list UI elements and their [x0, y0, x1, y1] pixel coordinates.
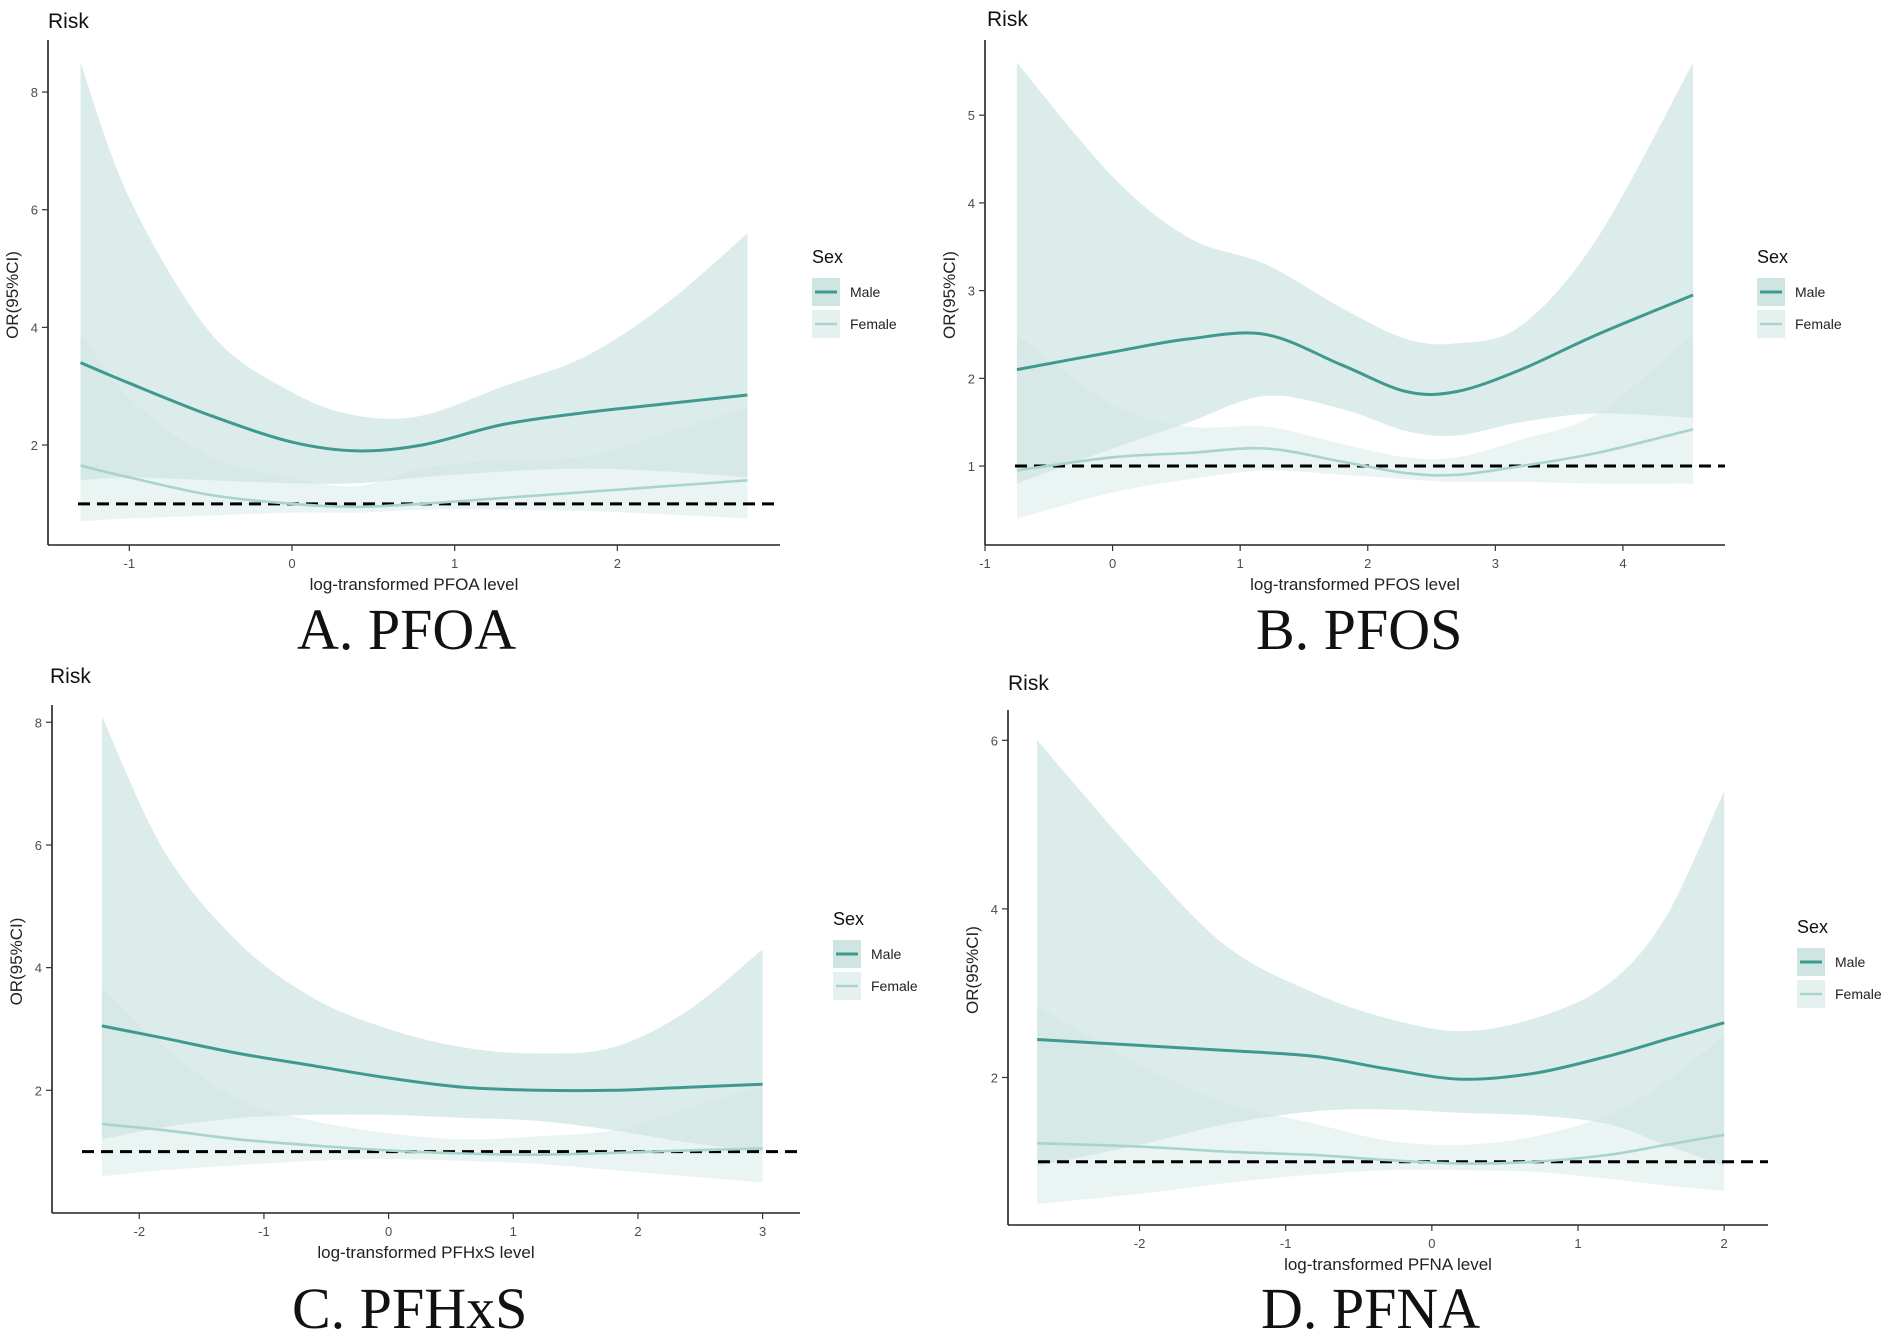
- y-tick-label: 5: [968, 108, 975, 123]
- y-tick-label: 6: [31, 203, 38, 218]
- panel-caption-d: D. PFNA: [1261, 1276, 1481, 1341]
- x-tick-label: 1: [510, 1224, 517, 1239]
- x-tick-label: -2: [133, 1224, 145, 1239]
- series-line-male: [1037, 1021, 1725, 1081]
- panel-d: -2 -1 0 1 2 2 4 6 Risk log-transformed PFNA level…: [963, 672, 1882, 1274]
- panel-b: -1 0 1 2 3 4 1 2 3 4 5 Risk log-transformed PFOS lev…: [940, 8, 1842, 594]
- legend-label-male: Male: [871, 946, 902, 962]
- ci-band-female: [1037, 1005, 1725, 1204]
- y-tick-label: 8: [35, 715, 42, 730]
- series-line-female: [1037, 1133, 1725, 1165]
- x-axis-label: log-transformed PFOA level: [310, 575, 519, 594]
- x-tick-label: -1: [258, 1224, 270, 1239]
- x-tick-label: 0: [1428, 1236, 1435, 1251]
- panel-caption-c: C. PFHxS: [292, 1276, 528, 1341]
- x-tick-label: 3: [1492, 556, 1499, 571]
- ci-band-male: [80, 62, 748, 484]
- chart-title: Risk: [48, 10, 89, 33]
- legend-label-female: Female: [1795, 316, 1842, 332]
- y-tick-label: 4: [991, 902, 998, 917]
- legend-label-male: Male: [850, 284, 881, 300]
- legend-title: Sex: [1757, 247, 1788, 267]
- y-tick-label: 2: [991, 1070, 998, 1085]
- x-axis-label: log-transformed PFNA level: [1284, 1255, 1492, 1274]
- y-axis-label: OR(95%CI): [963, 926, 982, 1014]
- panel-caption-a: A. PFOA: [297, 597, 517, 662]
- legend-title: Sex: [833, 909, 864, 929]
- legend-label-female: Female: [1835, 986, 1882, 1002]
- x-tick-label: -1: [979, 556, 991, 571]
- x-tick-label: 0: [288, 556, 295, 571]
- y-tick-label: 2: [35, 1083, 42, 1098]
- x-axis-label: log-transformed PFOS level: [1250, 575, 1460, 594]
- chart-title: Risk: [987, 8, 1028, 31]
- x-tick-label: 1: [1237, 556, 1244, 571]
- x-tick-label: 2: [1364, 556, 1371, 571]
- y-axis-label: OR(95%CI): [940, 251, 959, 339]
- x-tick-label: 4: [1619, 556, 1626, 571]
- y-tick-label: 1: [968, 459, 975, 474]
- panel-c: -2 -1 0 1 2 3 2 4 6 8 Risk log-transformed PFHxS le…: [7, 665, 918, 1262]
- ci-band-male: [1016, 62, 1694, 484]
- y-axis-label: OR(95%CI): [7, 918, 26, 1006]
- y-tick-label: 6: [35, 838, 42, 853]
- ci-band-male: [101, 716, 763, 1152]
- legend-label-female: Female: [871, 978, 918, 994]
- legend-title: Sex: [812, 247, 843, 267]
- series-line-male: [1016, 293, 1694, 396]
- series-line-male: [101, 1024, 763, 1093]
- y-tick-label: 2: [968, 371, 975, 386]
- x-tick-label: -2: [1134, 1236, 1146, 1251]
- x-tick-label: 2: [614, 556, 621, 571]
- y-tick-label: 6: [991, 733, 998, 748]
- series-line-female: [80, 464, 748, 509]
- series-line-male: [79, 361, 748, 453]
- x-tick-label: 0: [385, 1224, 392, 1239]
- chart-title: Risk: [1008, 672, 1049, 695]
- y-tick-label: 3: [968, 284, 975, 299]
- series-line-female: [1016, 427, 1694, 477]
- panel-a: -1 0 1 2 2 4 6 8 Risk log-transformed PFOA level O…: [3, 10, 897, 594]
- ci-band-male: [1037, 740, 1725, 1166]
- x-axis-label: log-transformed PFHxS level: [317, 1243, 534, 1262]
- y-tick-label: 4: [31, 320, 38, 335]
- x-tick-label: 1: [1574, 1236, 1581, 1251]
- x-tick-label: 1: [451, 556, 458, 571]
- ci-band-female: [101, 986, 763, 1183]
- y-tick-label: 4: [968, 196, 975, 211]
- x-tick-label: 2: [1721, 1236, 1728, 1251]
- ci-band-female: [1016, 334, 1694, 519]
- y-tick-label: 2: [31, 438, 38, 453]
- x-tick-label: -1: [1280, 1236, 1292, 1251]
- x-tick-label: -1: [124, 556, 136, 571]
- chart-title: Risk: [50, 665, 91, 688]
- legend-title: Sex: [1797, 917, 1828, 937]
- y-axis-label: OR(95%CI): [3, 251, 22, 339]
- x-tick-label: 0: [1109, 556, 1116, 571]
- y-tick-label: 4: [35, 961, 42, 976]
- y-tick-label: 8: [31, 85, 38, 100]
- x-tick-label: 3: [759, 1224, 766, 1239]
- panel-caption-b: B. PFOS: [1256, 597, 1463, 662]
- series-line-female: [101, 1122, 763, 1157]
- legend-label-female: Female: [850, 316, 897, 332]
- legend-label-male: Male: [1795, 284, 1826, 300]
- legend-label-male: Male: [1835, 954, 1866, 970]
- x-tick-label: 2: [634, 1224, 641, 1239]
